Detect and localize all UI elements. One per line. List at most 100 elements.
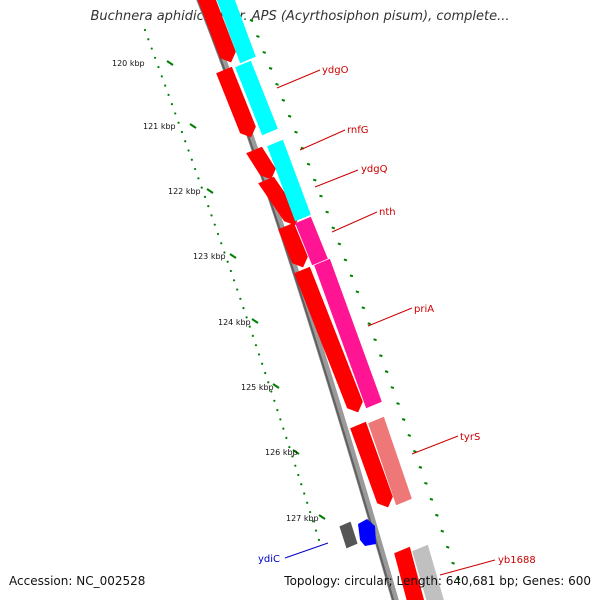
ruler-major-tick <box>189 123 197 129</box>
ruler-dot <box>279 418 282 421</box>
gray-feature <box>339 521 358 549</box>
outer-guide-tick <box>268 66 273 70</box>
ruler-dot <box>282 427 285 430</box>
gene-label-ydiC: ydiC <box>258 554 280 565</box>
ruler-major-tick <box>318 514 326 520</box>
ruler-dot <box>311 520 315 523</box>
ruler-dot <box>257 353 261 356</box>
ruler-dot <box>197 177 200 180</box>
ruler-dot <box>314 529 318 532</box>
cds-feature <box>216 66 256 138</box>
cds-feature <box>258 176 300 226</box>
ruler-major-tick <box>229 253 237 259</box>
gene-label-rnfG: rnfG <box>347 125 369 136</box>
accession-text: Accession: NC_002528 <box>9 574 146 588</box>
ruler-dot <box>261 362 264 365</box>
cog-feature <box>216 0 256 64</box>
ruler-dot <box>153 56 157 59</box>
ruler-dot <box>216 232 220 236</box>
outer-guide-tick <box>435 513 439 517</box>
outer-guide-tick <box>331 226 336 230</box>
ruler-dot <box>220 242 223 245</box>
outer-guide-tick <box>456 577 461 581</box>
ruler-dot <box>264 371 267 375</box>
gene-label-leader <box>276 69 321 89</box>
ruler-dot <box>239 297 242 300</box>
cog-feature <box>295 216 328 266</box>
ruler-dot <box>147 38 150 41</box>
cds-feature <box>394 546 425 600</box>
ruler-dot <box>288 446 291 449</box>
gene-label-tyrS: tyrS <box>460 432 480 443</box>
map-title: Buchnera aphidicola str. APS (Acyrthosip… <box>90 9 510 24</box>
outer-guide-tick <box>361 306 366 310</box>
ruler-dot <box>254 344 258 347</box>
ruler-dot <box>160 75 163 78</box>
ruler-dot <box>300 483 303 486</box>
kbp-tick-label: 122 kbp <box>168 187 201 196</box>
outer-guide-tick <box>287 114 292 118</box>
ruler-dot <box>276 408 279 412</box>
gene-label-leader <box>367 307 413 327</box>
outer-guide-tick <box>312 178 317 182</box>
ruler-dot <box>164 84 167 87</box>
outer-guide-tick <box>384 370 389 374</box>
outer-guide-tick <box>319 194 323 198</box>
kbp-tick-label: 121 kbp <box>143 122 176 131</box>
outer-guide-tick <box>367 322 372 326</box>
gene-label-leader <box>331 211 378 233</box>
kbp-tick-label: 123 kbp <box>193 252 226 261</box>
ruler-dot <box>248 325 251 328</box>
ruler-dot <box>226 260 229 263</box>
ruler-dot <box>236 288 239 291</box>
ruler-dot <box>167 93 170 96</box>
ruler-dot <box>229 269 232 273</box>
gene-label-leader <box>439 559 496 576</box>
ruler-major-tick <box>272 383 280 389</box>
ruler-dot <box>273 399 276 402</box>
cog-feature <box>314 258 382 409</box>
gene-labels: ydgO rnfG ydgQ nth priA tyrS ydiC yb1688 <box>258 65 536 576</box>
outer-guide-tick <box>445 545 450 549</box>
ruler-dot <box>177 121 180 124</box>
outer-guide-tick <box>390 386 395 390</box>
outer-guide-tick <box>451 561 455 565</box>
misc-track <box>339 519 376 549</box>
kbp-tick-label: 120 kbp <box>112 59 145 68</box>
ruler-dot <box>297 473 300 477</box>
kbp-tick-label: 127 kbp <box>286 514 319 523</box>
ruler-dot <box>213 223 216 226</box>
outer-guide-tick <box>413 449 417 453</box>
ruler-dot <box>200 186 203 189</box>
kbp-tick-label: 125 kbp <box>241 383 274 392</box>
kbp-tick-labels: 120 kbp 121 kbp 122 kbp 123 kbp 124 kbp 125 k… <box>112 59 319 523</box>
ruler-dot <box>157 65 160 69</box>
kbp-ruler <box>143 28 326 541</box>
outer-guide-tick <box>424 481 428 485</box>
ruler-dot <box>291 455 294 458</box>
outer-guide-tick <box>373 338 377 342</box>
ruler-dot <box>285 436 288 439</box>
cog-feature <box>368 416 412 506</box>
ruler-dot <box>210 214 213 217</box>
kbp-tick-label: 124 kbp <box>218 318 251 327</box>
outer-guide-tick <box>429 497 434 501</box>
outer-guide-tick <box>325 210 329 214</box>
outer-guide-tick <box>294 130 298 134</box>
ruler-major-tick <box>166 60 174 66</box>
blue-gene-feature <box>358 519 376 546</box>
outer-guide-tick <box>418 465 423 469</box>
ruler-dot <box>317 538 321 541</box>
ruler-dot <box>294 464 297 467</box>
ruler-dot <box>303 492 306 495</box>
genome-summary-text: Topology: circular; Length: 640,681 bp; … <box>284 574 591 588</box>
outer-guide-tick <box>343 258 348 262</box>
gene-label-leader <box>314 169 359 188</box>
ruler-dot <box>267 381 270 384</box>
outer-guide-tick <box>355 290 360 294</box>
outer-guide-tick <box>396 402 400 405</box>
ruler-major-tick <box>251 318 259 324</box>
outer-guide-tick <box>306 162 311 166</box>
